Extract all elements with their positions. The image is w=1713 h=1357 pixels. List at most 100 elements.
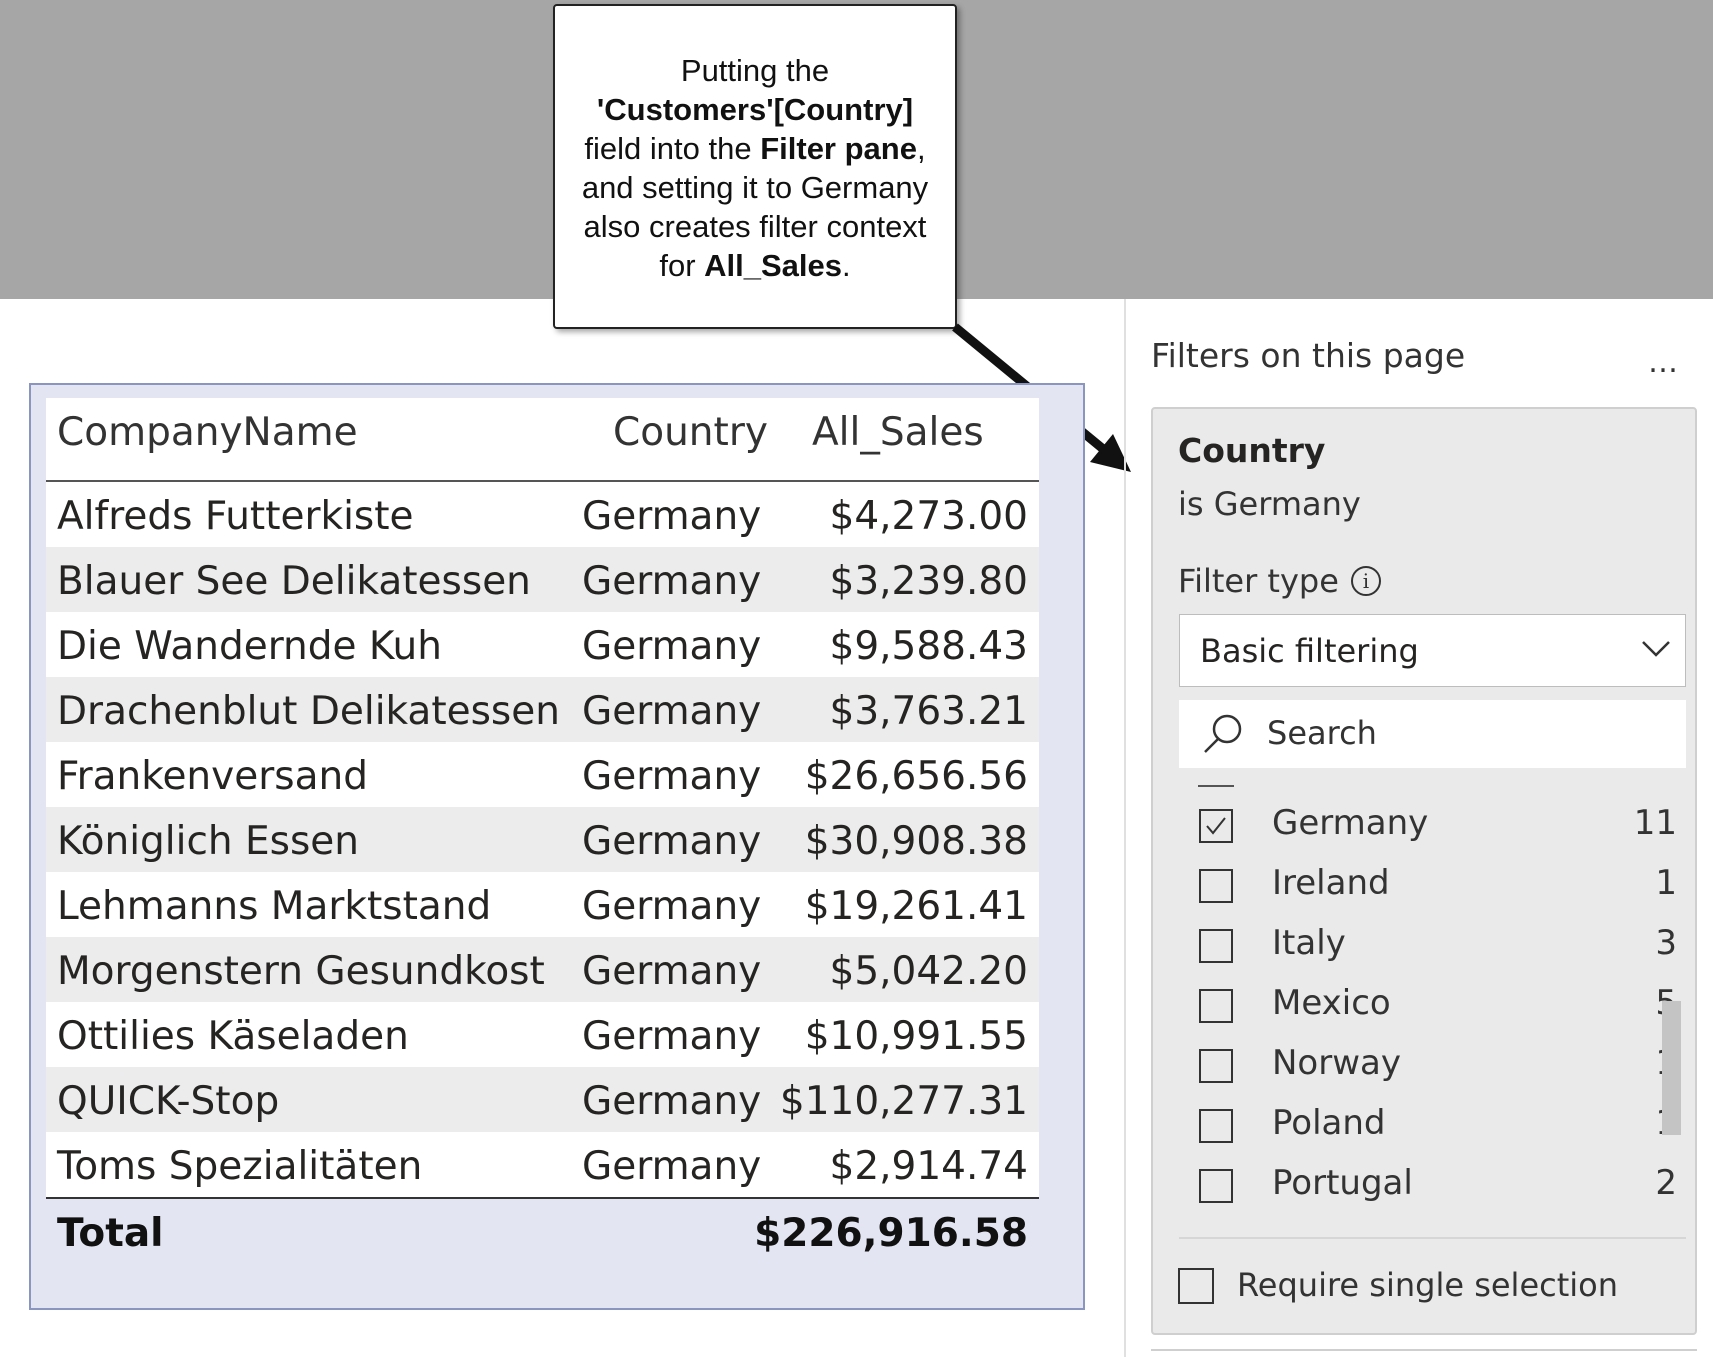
filter-item-count: 2 — [1655, 1163, 1677, 1203]
filter-item-label[interactable]: Germany — [1272, 803, 1429, 843]
cell-country: Germany — [582, 624, 762, 669]
total-label: Total — [57, 1211, 164, 1256]
filter-list-item[interactable]: Italy 3 — [1153, 917, 1699, 977]
annotation-callout: Putting the 'Customers'[Country] field i… — [553, 4, 957, 329]
cell-all-sales: $26,656.56 — [804, 754, 1028, 799]
filter-card-title[interactable]: Country — [1178, 431, 1326, 470]
callout-line: for All_Sales. — [659, 248, 851, 283]
filter-type-label: Filter type i — [1178, 562, 1381, 600]
cell-all-sales: $2,914.74 — [829, 1144, 1029, 1189]
filter-list-item[interactable]: Poland1 — [1153, 1097, 1699, 1157]
filter-item-label[interactable]: Poland — [1272, 1103, 1386, 1143]
callout-line: also creates filter context — [583, 209, 927, 244]
search-placeholder[interactable]: Search — [1267, 714, 1377, 752]
callout-line: and setting it to Germany — [581, 170, 929, 205]
cell-country: Germany — [582, 559, 762, 604]
filter-item-checkbox[interactable] — [1199, 1109, 1233, 1143]
filter-type-dropdown[interactable]: Basic filtering — [1179, 614, 1686, 687]
cell-companyname: Alfreds Futterkiste — [57, 494, 414, 539]
filter-item-count: 1 — [1655, 863, 1677, 903]
filter-item-checkbox[interactable] — [1199, 1169, 1233, 1203]
next-card-edge — [1151, 1349, 1697, 1351]
filter-item-checkbox[interactable] — [1199, 1049, 1233, 1083]
cell-companyname: Frankenversand — [57, 754, 368, 799]
cell-companyname: Morgenstern Gesundkost — [57, 949, 545, 994]
cell-companyname: QUICK-Stop — [57, 1079, 280, 1124]
cell-country: Germany — [582, 884, 762, 929]
table-row[interactable]: Die Wandernde Kuh Germany $9,588.43 — [46, 612, 1039, 677]
cell-companyname: Die Wandernde Kuh — [57, 624, 442, 669]
filter-item-label[interactable]: Ireland — [1272, 863, 1390, 903]
table-visual[interactable]: CompanyName Country All_Sales Alfreds Fu… — [29, 383, 1085, 1310]
filter-item-label[interactable]: Norway — [1272, 1043, 1401, 1083]
cell-all-sales: $9,588.43 — [829, 624, 1029, 669]
pane-divider — [1124, 299, 1126, 1357]
cell-country: Germany — [582, 819, 762, 864]
cell-companyname: Drachenblut Delikatessen — [57, 689, 560, 734]
cell-all-sales: $3,239.80 — [829, 559, 1029, 604]
cell-all-sales: $5,042.20 — [829, 949, 1029, 994]
filter-item-label[interactable]: Mexico — [1272, 983, 1391, 1023]
cell-country: Germany — [582, 754, 762, 799]
table-row[interactable]: Toms Spezialitäten Germany $2,914.74 — [46, 1132, 1039, 1197]
filter-item-checkbox[interactable] — [1199, 989, 1233, 1023]
filter-list-item[interactable]: Norway1 — [1153, 1037, 1699, 1097]
checkmark-icon — [1206, 817, 1226, 835]
table-row[interactable]: Königlich Essen Germany $30,908.38 — [46, 807, 1039, 872]
table-row[interactable]: Frankenversand Germany $26,656.56 — [46, 742, 1039, 807]
require-single-checkbox[interactable] — [1178, 1268, 1214, 1304]
table-row[interactable]: QUICK-Stop Germany $110,277.31 — [46, 1067, 1039, 1132]
filter-card-summary: is Germany — [1178, 485, 1361, 523]
filter-item-label[interactable]: Portugal — [1272, 1163, 1413, 1203]
info-icon[interactable]: i — [1350, 566, 1381, 596]
filter-value-list[interactable]: Germany11Ireland1Italy3Mexico5Norway1Pol… — [1153, 777, 1699, 1239]
header-companyname[interactable]: CompanyName — [57, 410, 358, 455]
cell-country: Germany — [582, 1079, 762, 1124]
filter-item-checkbox[interactable] — [1199, 809, 1233, 843]
filter-item-count: 11 — [1633, 803, 1677, 843]
more-options-icon[interactable]: … — [1648, 345, 1681, 380]
table-total-row: Total $226,916.58 — [46, 1197, 1039, 1269]
require-single-label[interactable]: Require single selection — [1237, 1266, 1619, 1304]
table-row[interactable]: Alfreds Futterkiste Germany $4,273.00 — [46, 482, 1039, 547]
cell-companyname: Ottilies Käseladen — [57, 1014, 409, 1059]
list-scrollbar[interactable] — [1662, 1001, 1681, 1135]
cell-all-sales: $30,908.38 — [804, 819, 1028, 864]
filter-item-checkbox[interactable] — [1199, 929, 1233, 963]
country-filter-card[interactable]: Country is Germany Filter type i Basic f… — [1151, 407, 1697, 1335]
cell-companyname: Königlich Essen — [57, 819, 360, 864]
filter-item-checkbox[interactable] — [1199, 869, 1233, 903]
cell-all-sales: $3,763.21 — [829, 689, 1029, 734]
cell-all-sales: $10,991.55 — [804, 1014, 1028, 1059]
filters-pane-title: Filters on this page — [1151, 336, 1466, 375]
cell-country: Germany — [582, 689, 762, 734]
cell-companyname: Lehmanns Marktstand — [57, 884, 492, 929]
table-row[interactable]: Lehmanns Marktstand Germany $19,261.41 — [46, 872, 1039, 937]
sales-table: CompanyName Country All_Sales Alfreds Fu… — [46, 398, 1039, 1269]
header-country[interactable]: Country — [613, 410, 768, 455]
cell-all-sales: $110,277.31 — [779, 1079, 1028, 1124]
search-icon — [1204, 714, 1242, 753]
header-all-sales[interactable]: All_Sales — [812, 410, 984, 455]
filter-item-label[interactable]: Italy — [1272, 923, 1346, 963]
cell-companyname: Toms Spezialitäten — [57, 1144, 423, 1189]
filter-search-box[interactable]: Search — [1179, 700, 1686, 768]
list-divider — [1179, 1237, 1686, 1239]
cell-country: Germany — [582, 1014, 762, 1059]
filter-list-item[interactable]: Germany 11 — [1153, 797, 1699, 857]
callout-line: 'Customers'[Country] — [596, 92, 914, 127]
filter-item-count: 3 — [1655, 923, 1677, 963]
filter-list-item[interactable]: Portugal 2 — [1153, 1157, 1699, 1217]
cell-country: Germany — [582, 494, 762, 539]
callout-line: Putting the — [680, 53, 830, 88]
filter-list-item[interactable]: Mexico5 — [1153, 977, 1699, 1037]
table-row[interactable]: Ottilies Käseladen Germany $10,991.55 — [46, 1002, 1039, 1067]
filter-list-item[interactable]: Ireland 1 — [1153, 857, 1699, 917]
table-row[interactable]: Blauer See Delikatessen Germany $3,239.80 — [46, 547, 1039, 612]
table-row[interactable]: Drachenblut Delikatessen Germany $3,763.21 — [46, 677, 1039, 742]
cell-country: Germany — [582, 1144, 762, 1189]
chevron-down-icon — [1642, 641, 1670, 657]
table-row[interactable]: Morgenstern Gesundkost Germany $5,042.20 — [46, 937, 1039, 1002]
callout-line: field into the Filter pane, — [584, 131, 926, 166]
cell-country: Germany — [582, 949, 762, 994]
